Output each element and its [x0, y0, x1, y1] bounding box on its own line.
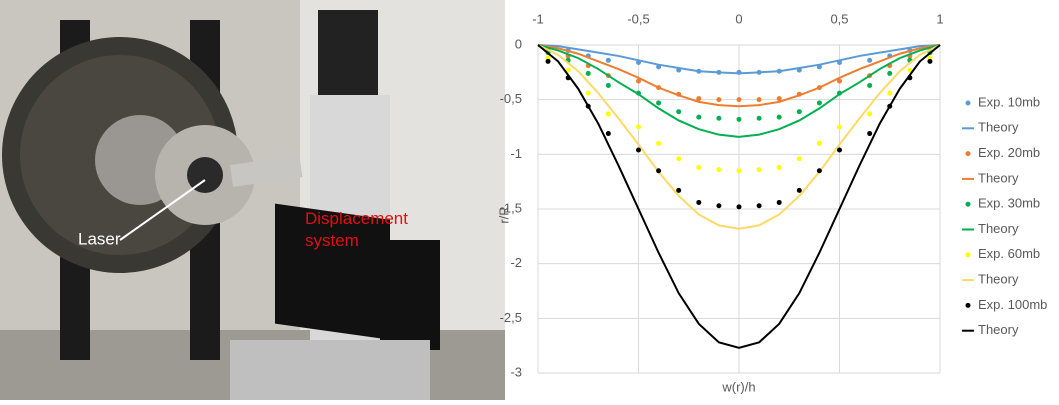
- exp-point: [867, 57, 873, 63]
- x-axis-label: w(r)/h: [721, 379, 755, 394]
- exp-point: [736, 168, 742, 174]
- exp-point: [676, 156, 682, 162]
- exp-point: [656, 168, 662, 174]
- legend-label: Exp. 10mb: [978, 94, 1040, 109]
- exp-point: [887, 90, 893, 96]
- exp-point: [636, 78, 641, 84]
- exp-point: [656, 140, 662, 146]
- y-tick-label: -2: [510, 255, 522, 270]
- exp-point: [605, 131, 611, 137]
- y-tick-label: -0,5: [500, 91, 522, 106]
- exp-point: [585, 90, 591, 96]
- y-tick-label: -1,5: [500, 200, 522, 215]
- theory-line: [537, 44, 941, 349]
- photo: Laser Displacement system: [0, 0, 505, 400]
- exp-point: [736, 97, 742, 103]
- exp-point: [816, 140, 822, 146]
- exp-point: [585, 70, 591, 76]
- exp-point: [907, 67, 913, 73]
- theory-line: [537, 44, 941, 138]
- exp-point: [716, 97, 722, 103]
- exp-point: [867, 131, 873, 137]
- exp-point: [676, 187, 682, 193]
- y-tick-label: -3: [510, 364, 522, 379]
- exp-point: [867, 111, 873, 117]
- exp-point: [716, 167, 722, 173]
- exp-point: [756, 203, 762, 209]
- legend-swatch: [965, 252, 971, 258]
- exp-point: [756, 115, 762, 121]
- exp-point: [796, 187, 802, 193]
- exp-point: [927, 58, 933, 64]
- exp-point: [776, 199, 782, 205]
- laser-label: Laser: [78, 229, 121, 248]
- legend-label: Theory: [978, 120, 1019, 135]
- legend-label: Theory: [978, 221, 1019, 236]
- theory-line: [537, 44, 941, 75]
- legend-label: Exp. 60mb: [978, 246, 1040, 261]
- exp-point: [696, 96, 702, 102]
- exp-point: [696, 114, 702, 120]
- legend-label: Exp. 30mb: [978, 196, 1040, 211]
- exp-point: [756, 167, 762, 173]
- x-tick-label: 0: [735, 11, 742, 26]
- exp-point: [656, 100, 662, 106]
- exp-point: [605, 111, 611, 117]
- legend-label: Exp. 20mb: [978, 145, 1040, 160]
- legend-swatch: [965, 302, 971, 308]
- exp-point: [736, 116, 742, 122]
- x-tick-label: -0,5: [627, 11, 649, 26]
- theory-line: [537, 44, 941, 230]
- y-tick-label: -1: [510, 146, 522, 161]
- exp-point: [676, 109, 682, 115]
- exp-point: [796, 156, 802, 162]
- exp-point: [867, 82, 873, 88]
- exp-point: [636, 124, 641, 130]
- x-tick-label: 0,5: [830, 11, 848, 26]
- exp-point: [565, 67, 571, 73]
- exp-point: [776, 114, 782, 120]
- exp-point: [696, 199, 702, 205]
- exp-point: [796, 109, 802, 115]
- theory-line: [537, 44, 941, 108]
- y-axis-label: r/R: [496, 206, 511, 223]
- legend-label: Theory: [978, 170, 1019, 185]
- x-tick-label: 1: [936, 11, 943, 26]
- exp-point: [816, 168, 822, 174]
- y-tick-label: -2,5: [500, 310, 522, 325]
- exp-point: [605, 57, 611, 63]
- exp-point: [545, 58, 551, 64]
- exp-point: [605, 82, 611, 88]
- legend-label: Exp. 100mb: [978, 297, 1047, 312]
- exp-point: [887, 70, 893, 76]
- y-tick-label: 0: [515, 36, 522, 51]
- legend-swatch: [965, 201, 971, 207]
- x-tick-label: -1: [532, 11, 544, 26]
- plot: -1 -0,5 0 0,5 1 0 -0,5 -1 -1,5 -2 -2,5 -3 Exp. 10mb T…: [500, 11, 1048, 379]
- exp-point: [636, 147, 641, 153]
- exp-point: [736, 204, 742, 210]
- exp-point: [837, 124, 842, 130]
- exp-point: [816, 100, 822, 106]
- displacement-label: Displacement system: [305, 209, 408, 250]
- exp-point: [716, 115, 722, 121]
- legend-label: Theory: [978, 322, 1019, 337]
- exp-point: [756, 97, 762, 103]
- exp-point: [716, 203, 722, 209]
- legend-swatch: [965, 100, 971, 106]
- legend-swatch: [965, 151, 971, 157]
- exp-point: [837, 78, 842, 84]
- exp-point: [776, 96, 782, 102]
- legend-label: Theory: [978, 272, 1019, 287]
- exp-point: [696, 164, 702, 170]
- exp-point: [837, 147, 842, 153]
- exp-point: [776, 164, 782, 170]
